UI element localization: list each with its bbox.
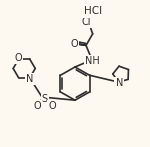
Text: N: N (116, 78, 123, 88)
Text: O: O (70, 39, 78, 49)
Text: O: O (48, 101, 56, 111)
Text: S: S (42, 95, 48, 105)
Text: HCl: HCl (84, 6, 102, 16)
Text: NH: NH (85, 56, 100, 66)
Text: O: O (34, 101, 41, 111)
Text: Cl: Cl (81, 17, 91, 27)
Text: N: N (27, 74, 34, 84)
Text: O: O (14, 53, 22, 63)
